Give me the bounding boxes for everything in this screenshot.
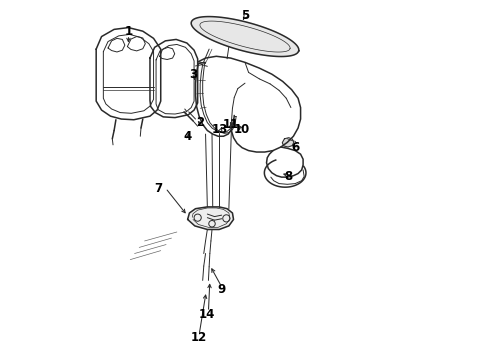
Text: 7: 7 xyxy=(154,183,163,195)
Text: 5: 5 xyxy=(241,9,249,22)
Text: 12: 12 xyxy=(190,331,206,344)
Text: 11: 11 xyxy=(222,118,239,131)
Text: 9: 9 xyxy=(218,283,226,296)
Text: 4: 4 xyxy=(183,130,192,144)
Text: 14: 14 xyxy=(199,308,216,321)
Text: 3: 3 xyxy=(189,68,197,81)
Text: 10: 10 xyxy=(233,123,249,136)
Text: 2: 2 xyxy=(196,116,204,129)
Text: 6: 6 xyxy=(291,141,299,154)
Text: 1: 1 xyxy=(124,25,132,38)
Polygon shape xyxy=(191,17,299,57)
Polygon shape xyxy=(282,138,294,147)
Polygon shape xyxy=(188,207,234,229)
Text: 8: 8 xyxy=(284,170,292,183)
Text: 13: 13 xyxy=(212,123,228,136)
